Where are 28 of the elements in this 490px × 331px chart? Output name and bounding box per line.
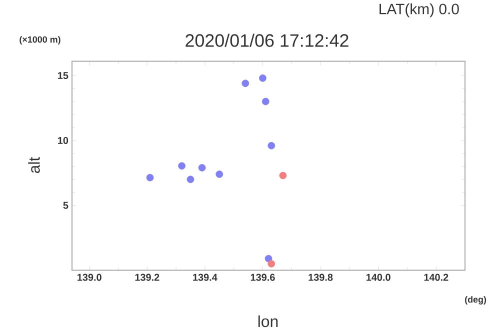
point [259, 74, 266, 82]
chart-title: 2020/01/06 17:12:42 [186, 34, 348, 47]
x-tick-label: 139.4 [193, 274, 218, 281]
text: (×1000 m) [20, 36, 60, 44]
point [268, 142, 276, 150]
x-axis-title: lon [258, 315, 278, 327]
point [216, 170, 224, 178]
y-tick-label: 10 [58, 136, 68, 144]
chart-subtitle: LAT(km) 0.0 [380, 3, 459, 18]
x-tick-label: 139.8 [308, 274, 333, 281]
point [186, 176, 194, 183]
x-tick-label: 140.2 [424, 274, 448, 281]
point [198, 164, 206, 172]
point [242, 80, 250, 87]
point [268, 260, 276, 268]
x-tick-label: 139.6 [250, 274, 275, 281]
x-tick-label: 139.2 [135, 274, 160, 281]
text: (deg) [465, 296, 486, 304]
y-axis-title: alt [28, 156, 40, 173]
point [178, 162, 186, 170]
point [279, 172, 287, 180]
y-tick-label: 5 [63, 202, 68, 209]
point [146, 174, 154, 182]
x-tick-label: 140.0 [366, 274, 390, 281]
point [262, 98, 270, 106]
point [264, 254, 272, 262]
y-tick-label: 15 [58, 72, 68, 79]
x-tick-label: 139.0 [78, 274, 102, 281]
